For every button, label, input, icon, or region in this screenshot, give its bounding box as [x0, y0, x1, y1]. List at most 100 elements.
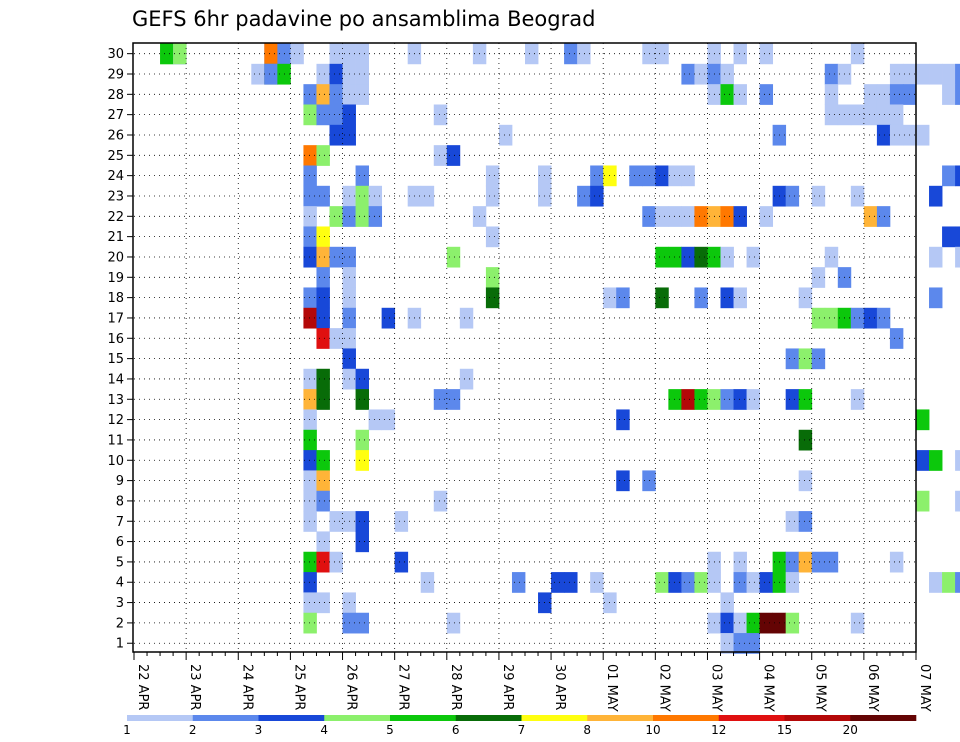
chart-title: GEFS 6hr padavine po ansamblima Beograd — [132, 7, 595, 31]
precip-cell — [355, 511, 369, 532]
precip-cell — [316, 531, 330, 553]
precip-cell — [759, 206, 774, 227]
precip-cell — [160, 43, 174, 65]
precip-cell — [694, 206, 708, 227]
precip-cell — [955, 226, 960, 248]
precip-cell — [824, 246, 839, 268]
colorbar-label: 5 — [386, 723, 394, 737]
precip-cell — [876, 206, 891, 227]
precip-cell — [616, 409, 630, 431]
precip-cell — [850, 43, 865, 65]
x-tick-label: 01 MAY — [604, 664, 619, 712]
precip-cell — [290, 43, 304, 65]
precip-cell — [916, 490, 930, 512]
precip-cell — [824, 84, 839, 105]
precip-cell — [733, 633, 747, 654]
precip-cell — [316, 307, 330, 329]
precip-cell — [681, 165, 695, 187]
precip-cell — [668, 572, 682, 593]
precip-cell — [316, 84, 330, 105]
precip-cell — [590, 165, 604, 187]
precip-cell — [694, 287, 708, 309]
precip-cell — [876, 124, 891, 146]
y-tick-label: 16 — [107, 332, 124, 347]
colorbar-swatch — [784, 715, 851, 721]
y-tick-label: 10 — [107, 454, 124, 469]
precip-cell — [889, 63, 904, 85]
precip-cell — [433, 490, 448, 512]
precip-cell — [485, 267, 500, 288]
precip-cell — [433, 104, 448, 126]
precip-cell — [303, 511, 317, 532]
precip-cell — [916, 124, 930, 146]
colorbar-swatch — [390, 715, 457, 721]
precip-cell — [720, 633, 734, 654]
precip-cell — [590, 572, 604, 593]
colorbar-swatch — [653, 715, 720, 721]
precip-cell — [668, 246, 682, 268]
y-tick-label: 14 — [107, 372, 124, 387]
precip-cell — [942, 572, 956, 593]
precip-cell — [316, 368, 330, 390]
precip-cell — [316, 63, 330, 85]
x-tick-label: 26 APR — [344, 664, 359, 710]
precip-cell — [616, 287, 630, 309]
precip-cell — [264, 43, 278, 65]
x-tick-label: 05 MAY — [813, 664, 828, 712]
precip-cell — [955, 63, 960, 85]
precip-cell — [459, 307, 474, 329]
precip-cell — [929, 572, 943, 593]
precip-cell — [668, 165, 682, 187]
precip-cell — [564, 43, 578, 65]
precip-cell — [355, 450, 369, 471]
precip-cell — [811, 551, 826, 573]
y-tick-label: 5 — [116, 555, 124, 570]
colorbar-swatch — [587, 715, 654, 721]
precip-cell — [303, 307, 317, 329]
x-tick-label: 30 APR — [552, 664, 567, 710]
y-tick-label: 17 — [107, 311, 124, 326]
precip-cell — [316, 287, 330, 309]
y-tick-label: 28 — [107, 88, 124, 103]
y-tick-label: 11 — [107, 433, 124, 448]
precip-cell — [733, 43, 747, 65]
precip-cell — [459, 368, 474, 390]
precip-cell — [889, 84, 904, 105]
colorbar-legend: 1 2 3 4 5 6 7 8 10 12 15 20 — [123, 715, 917, 737]
y-tick-label: 3 — [116, 596, 124, 611]
precip-cell — [655, 206, 669, 227]
precip-cell — [733, 287, 747, 309]
y-tick-label: 9 — [116, 474, 124, 489]
precip-cell — [629, 165, 643, 187]
x-tick-label: 27 APR — [396, 664, 411, 710]
precip-cell — [850, 185, 865, 207]
colorbar-label: 4 — [320, 723, 328, 737]
precip-cell — [446, 612, 461, 634]
precip-cell — [850, 612, 865, 634]
precip-cell — [889, 124, 904, 146]
precip-cell — [668, 206, 682, 227]
precip-cell — [329, 206, 343, 227]
precip-cell — [485, 287, 500, 309]
precip-cell — [681, 389, 695, 410]
precip-cell — [955, 450, 960, 471]
precip-cell — [303, 206, 317, 227]
y-tick-label: 30 — [107, 47, 124, 62]
precip-cell — [329, 63, 343, 85]
precip-cell — [329, 84, 343, 105]
precip-cell — [811, 267, 826, 288]
colorbar-label: 15 — [777, 723, 792, 737]
precip-cell — [850, 104, 865, 126]
precip-cell — [316, 145, 330, 166]
precip-cell — [733, 84, 747, 105]
precip-cell — [420, 572, 435, 593]
precip-cell — [811, 185, 826, 207]
precip-cell — [368, 206, 383, 227]
precip-cell — [733, 551, 747, 573]
precip-cell — [316, 551, 330, 573]
precip-cell — [303, 409, 317, 431]
y-tick-label: 2 — [116, 616, 124, 631]
precip-cell — [720, 206, 734, 227]
precip-cell — [916, 409, 930, 431]
